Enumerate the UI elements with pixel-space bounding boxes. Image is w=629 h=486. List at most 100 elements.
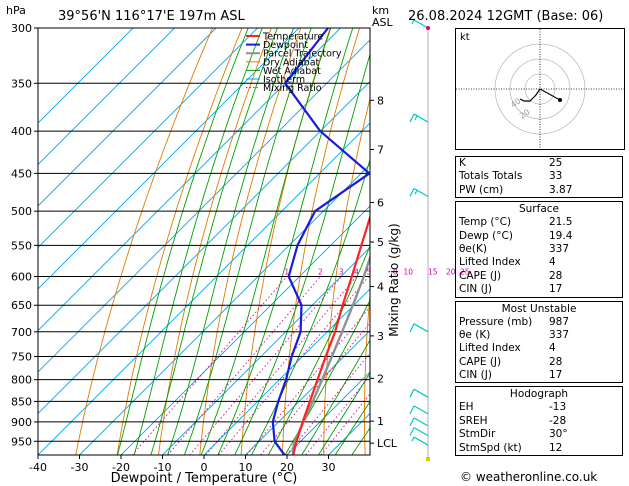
copyright-footer: © weatheronline.co.uk bbox=[460, 470, 598, 484]
wind-barb-flag bbox=[409, 323, 415, 333]
mixing-ratio-label: 15 bbox=[428, 268, 438, 277]
wind-barb-staff bbox=[413, 417, 429, 427]
pressure-axis: 300 350 400 450 500 550 600 650 700 750 800 850 900 9… bbox=[11, 22, 38, 448]
index-value: 17 bbox=[549, 369, 563, 382]
pressure-tick-label: 850 bbox=[11, 395, 32, 408]
index-label: EH bbox=[459, 401, 474, 414]
pressure-tick-label: 700 bbox=[11, 326, 32, 339]
section-title: Surface bbox=[518, 203, 559, 216]
x-axis: -40 -30 -20 -10 0 10 20 30 bbox=[29, 455, 336, 474]
mixing-ratio-line bbox=[167, 276, 321, 455]
index-row: Dewp (°C) 19.4 bbox=[456, 230, 622, 243]
index-row: Lifted Index 4 bbox=[456, 256, 622, 269]
km-tick-label: 1 bbox=[377, 415, 384, 428]
storm-motion-point bbox=[558, 98, 562, 102]
mixing-ratio-line bbox=[189, 276, 342, 455]
pressure-tick-label: 750 bbox=[11, 351, 32, 364]
km-tick-label: 2 bbox=[377, 372, 384, 385]
isotherm-line bbox=[38, 28, 175, 166]
section-title: Most Unstable bbox=[501, 302, 577, 315]
index-value: 4 bbox=[549, 256, 556, 269]
index-row: StmSpd (kt) 12 bbox=[456, 442, 622, 455]
index-row: CIN (J) 17 bbox=[456, 283, 622, 296]
isotherm-line bbox=[203, 288, 370, 455]
pressure-tick-label: 300 bbox=[11, 22, 32, 35]
index-label: K bbox=[459, 157, 466, 169]
wind-barb-flag bbox=[409, 427, 415, 436]
location-title: 39°56'N 116°17'E 197m ASL bbox=[58, 9, 246, 24]
index-value: 987 bbox=[549, 315, 570, 328]
wind-barb-staff bbox=[413, 19, 429, 29]
legend-entry: Temperature bbox=[262, 32, 323, 43]
index-label: PW (cm) bbox=[459, 183, 504, 196]
index-row: θe (K) 337 bbox=[456, 329, 622, 342]
x-tick-label: -10 bbox=[154, 461, 172, 474]
wind-barb bbox=[409, 323, 429, 333]
index-row: CAPE (J) 28 bbox=[456, 270, 622, 283]
mixing-ratio-label: 10 bbox=[404, 268, 414, 277]
wind-barb bbox=[409, 417, 429, 427]
x-tick-label: -20 bbox=[112, 461, 130, 474]
pressure-tick-label: 500 bbox=[11, 205, 32, 218]
mixing-ratio-label: 20 bbox=[446, 268, 456, 277]
isotherm-line bbox=[38, 28, 217, 207]
wind-barb-staff bbox=[413, 323, 429, 333]
index-row: Temp (°C) 21.5 bbox=[456, 216, 622, 229]
index-row: StmDir 30° bbox=[456, 428, 622, 441]
legend-entry: Dry Adiabat bbox=[263, 57, 320, 68]
mixing-ratio-label: 4 bbox=[354, 268, 359, 277]
index-label: CAPE (J) bbox=[459, 355, 502, 368]
wind-barb-staff bbox=[413, 436, 429, 446]
hodograph-box: Hodograph EH -13 SREH -28 StmDir 30° StmSpd (kt… bbox=[455, 386, 623, 457]
index-row: CAPE (J) 28 bbox=[456, 356, 622, 369]
x-tick-label: 20 bbox=[280, 461, 294, 474]
index-value: 28 bbox=[549, 269, 563, 282]
surface-box: Surface Temp (°C) 21.5 Dewp (°C) 19.4 θe(K) 33… bbox=[455, 201, 623, 298]
legend-entry: Isotherm bbox=[263, 75, 305, 86]
index-label: CIN (J) bbox=[459, 369, 492, 382]
index-value: -13 bbox=[549, 401, 567, 414]
index-row: Pressure (mb) 987 bbox=[456, 316, 622, 329]
dry-adiabat-line bbox=[116, 28, 243, 455]
index-row: SREH -28 bbox=[456, 415, 622, 428]
mixing-ratio-label: 2 bbox=[318, 268, 323, 277]
wind-barb-flag bbox=[409, 405, 415, 415]
index-label: Totals Totals bbox=[459, 170, 523, 183]
km-label: km bbox=[372, 4, 389, 17]
index-row: CIN (J) 17 bbox=[456, 369, 622, 382]
index-row: Totals Totals 33 bbox=[456, 170, 622, 183]
pressure-tick-label: 600 bbox=[11, 271, 32, 284]
x-tick-label: 0 bbox=[201, 461, 208, 474]
wind-barb-staff bbox=[413, 113, 429, 123]
mixing-ratio-line bbox=[205, 276, 357, 455]
wet-adiabat-line bbox=[334, 400, 370, 455]
wind-barbs bbox=[409, 19, 430, 461]
index-value: 33 bbox=[549, 170, 563, 183]
x-tick-label: -30 bbox=[71, 461, 89, 474]
isotherm-line bbox=[38, 122, 370, 455]
legend-entry: Parcel Trajectory bbox=[263, 49, 342, 60]
pressure-tick-label: 950 bbox=[11, 435, 32, 448]
wind-barb bbox=[411, 436, 429, 446]
hodograph-trace bbox=[519, 88, 541, 102]
x-tick-label: -40 bbox=[29, 461, 47, 474]
index-label: Temp (°C) bbox=[459, 216, 512, 229]
mixing-ratio-label: 3 bbox=[339, 268, 344, 277]
datetime-title: 26.08.2024 12GMT (Base: 06) bbox=[408, 9, 603, 24]
mixing-ratio-line bbox=[246, 306, 370, 455]
isotherm-line bbox=[38, 28, 300, 290]
index-row: K 25 bbox=[456, 157, 622, 170]
pressure-tick-label: 400 bbox=[11, 125, 32, 138]
wind-barb-staff bbox=[413, 427, 429, 437]
index-label: Lifted Index bbox=[459, 256, 521, 269]
isotherm-line bbox=[38, 28, 341, 332]
wind-barb bbox=[409, 405, 429, 415]
wind-barb-staff bbox=[413, 405, 429, 415]
legend-entry: Wet Adiabat bbox=[263, 66, 321, 77]
wind-barb-flag bbox=[409, 388, 415, 398]
index-row: EH -13 bbox=[456, 401, 622, 414]
hodograph-ring-label: 40 bbox=[509, 96, 523, 109]
wet-adiabat-line bbox=[117, 28, 249, 455]
